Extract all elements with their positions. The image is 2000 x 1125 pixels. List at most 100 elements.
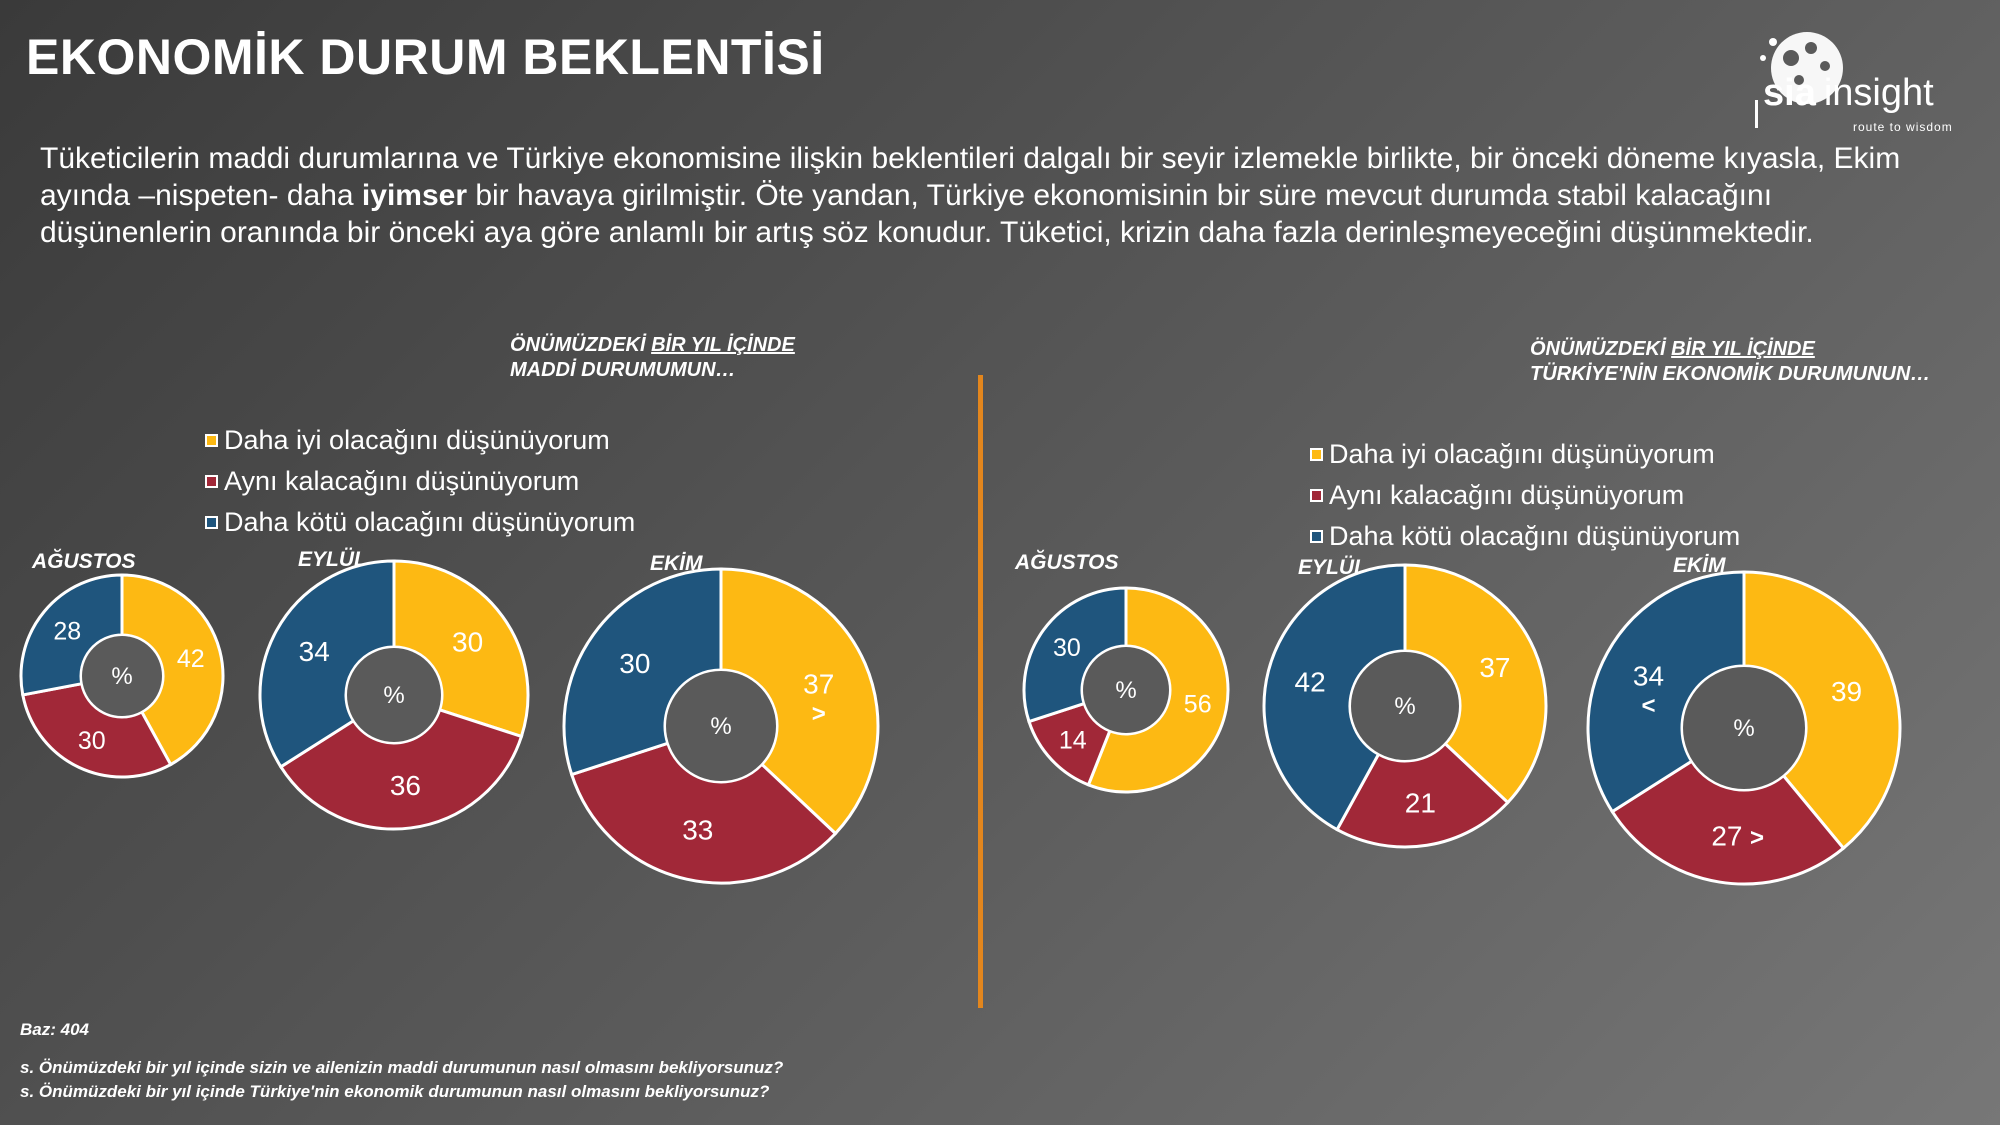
month-label: EKİM [650,552,703,575]
donut-center-label: % [1394,693,1415,720]
significance-mark: < [1641,692,1655,719]
intro-bold: iyimser [361,179,467,212]
donut-slice-same [1610,759,1846,886]
legend-item-same: Aynı kalacağını düşünüyorum [205,461,635,502]
donut-chart-maddi_durum-1: 30 36 34% [258,559,530,831]
donut-slice-better [1403,563,1548,805]
donut-value-label: 21 [1405,788,1436,819]
donut-slice-better [1086,586,1230,794]
logo-word: insight [1823,72,1934,114]
legend-label: Daha iyi olacağını düşünüyorum [224,425,610,455]
right-title-line2: TÜRKİYE'NİN EKONOMİK DURUMUNUN… [1530,363,1931,385]
donut-slice-same [21,681,173,779]
donut-value-label: 42 [1295,666,1326,697]
month-label: AĞUSTOS [32,550,136,573]
donut-value-label: 34 [1633,660,1664,691]
legend-swatch [1310,489,1323,502]
donut-value-label: 42 [177,645,205,673]
donut-slice-worse [258,559,396,769]
donut-chart-maddi_durum-0: 42 30 28% [19,573,225,779]
legend-item-better: Daha iyi olacağını düşünüyorum [205,420,635,461]
left-legend: Daha iyi olacağını düşünüyorum Aynı kala… [205,420,635,543]
legend-label: Aynı kalacağını düşünüyorum [224,466,580,496]
legend-label: Aynı kalacağını düşünüyorum [1329,480,1685,510]
month-label: AĞUSTOS [1015,551,1119,574]
donut-value-label: 30 [78,727,106,755]
page-title: EKONOMİK DURUM BEKLENTİSİ [26,29,825,85]
donut-value-label: 33 [682,815,713,846]
donut-center-label: % [383,682,404,709]
donut-slice-worse [19,573,124,697]
donut-value-label: 37 [1479,652,1510,683]
legend-item-worse: Daha kötü olacağını düşünüyorum [205,502,635,543]
donut-slice-better [120,573,225,767]
donut-center-label: % [111,663,132,690]
donut-slice-same [1335,741,1510,849]
donut-center [82,636,162,716]
base-note: Baz: 404 [20,1020,89,1039]
donut-center [666,671,776,781]
month-label: EKİM [1673,554,1726,577]
intro-paragraph: Tüketicilerin maddi durumlarına ve Türki… [40,140,1920,251]
donut-chart-turkiye_ekonomisi-4: 37 21 42% [1262,563,1548,849]
donut-value-label: 36 [390,770,421,801]
left-title-plain: ÖNÜMÜZDEKİ [510,334,652,356]
donut-slice-better [392,559,530,739]
left-title-underlined: BİR YIL İÇİNDE [651,334,795,356]
donut-slice-same [569,741,838,885]
donut-slice-worse [1262,563,1407,832]
donut-value-label: 56 [1184,690,1212,718]
logo: sia insight route to wisdom [1735,28,1975,138]
logo-brand: sia [1763,72,1816,114]
legend-label: Daha iyi olacağını düşünüyorum [1329,439,1715,469]
donut-center-label: % [1115,677,1136,704]
donut-value-label: 28 [53,617,81,645]
donut-value-label: 14 [1059,727,1087,755]
left-section-title: ÖNÜMÜZDEKİ BİR YIL İÇİNDE MADDİ DURUMUMU… [510,333,795,383]
donut-value-label: 30 [452,626,483,657]
legend-swatch [205,475,218,488]
donut-center [1083,647,1169,733]
legend-swatch [1310,530,1323,543]
donut-center [1683,667,1805,789]
month-label: EYLÜL [298,548,367,571]
donut-center-label: % [1733,715,1754,742]
donut-value-label: 37 [803,669,834,700]
donut-slice-same [278,707,524,831]
legend-item-worse: Daha kötü olacağını düşünüyorum [1310,516,1740,557]
donut-center [1351,652,1459,760]
legend-swatch [205,516,218,529]
donut-slice-worse [1022,586,1128,724]
donut-slice-better [1742,570,1902,851]
right-title-underlined: BİR YIL İÇİNDE [1671,338,1815,360]
donut-value-label: 27 [1711,820,1742,851]
donut-slice-better [719,567,880,836]
legend-item-better: Daha iyi olacağını düşünüyorum [1310,434,1740,475]
donut-chart-turkiye_ekonomisi-5: 39 27 >34<% [1586,570,1902,886]
donut-slice-worse [1586,570,1746,814]
legend-label: Daha kötü olacağını düşünüyorum [1329,521,1741,551]
right-legend: Daha iyi olacağını düşünüyorum Aynı kala… [1310,434,1740,557]
donut-center-label: % [710,713,731,740]
intro-text-2: bir havaya girilmiştir. Öte yandan, Türk… [40,179,1814,249]
donut-value-label: 30 [1053,634,1081,662]
right-section-title: ÖNÜMÜZDEKİ BİR YIL İÇİNDE TÜRKİYE'NİN EK… [1530,337,1930,387]
question-note-1: s. Önümüzdeki bir yıl içinde sizin ve ai… [20,1058,784,1077]
intro-text-1: Tüketicilerin maddi durumlarına ve Türki… [40,142,1901,212]
section-divider [978,375,983,1008]
donut-center [347,648,441,742]
donut-chart-turkiye_ekonomisi-3: 56 14 30% [1022,586,1230,794]
legend-swatch [1310,448,1323,461]
legend-label: Daha kötü olacağını düşünüyorum [224,507,636,537]
donut-slice-worse [562,567,723,777]
donut-value-label: 39 [1831,676,1862,707]
significance-mark: > [1750,824,1764,851]
donut-chart-maddi_durum-2: 37>33 30% [562,567,880,885]
month-label: EYLÜL [1298,556,1367,579]
logo-tagline: route to wisdom [1853,120,1953,134]
donut-value-label: 34 [299,636,330,667]
right-title-plain: ÖNÜMÜZDEKİ [1530,338,1672,360]
left-title-line2: MADDİ DURUMUMUN… [510,359,736,381]
legend-item-same: Aynı kalacağını düşünüyorum [1310,475,1740,516]
